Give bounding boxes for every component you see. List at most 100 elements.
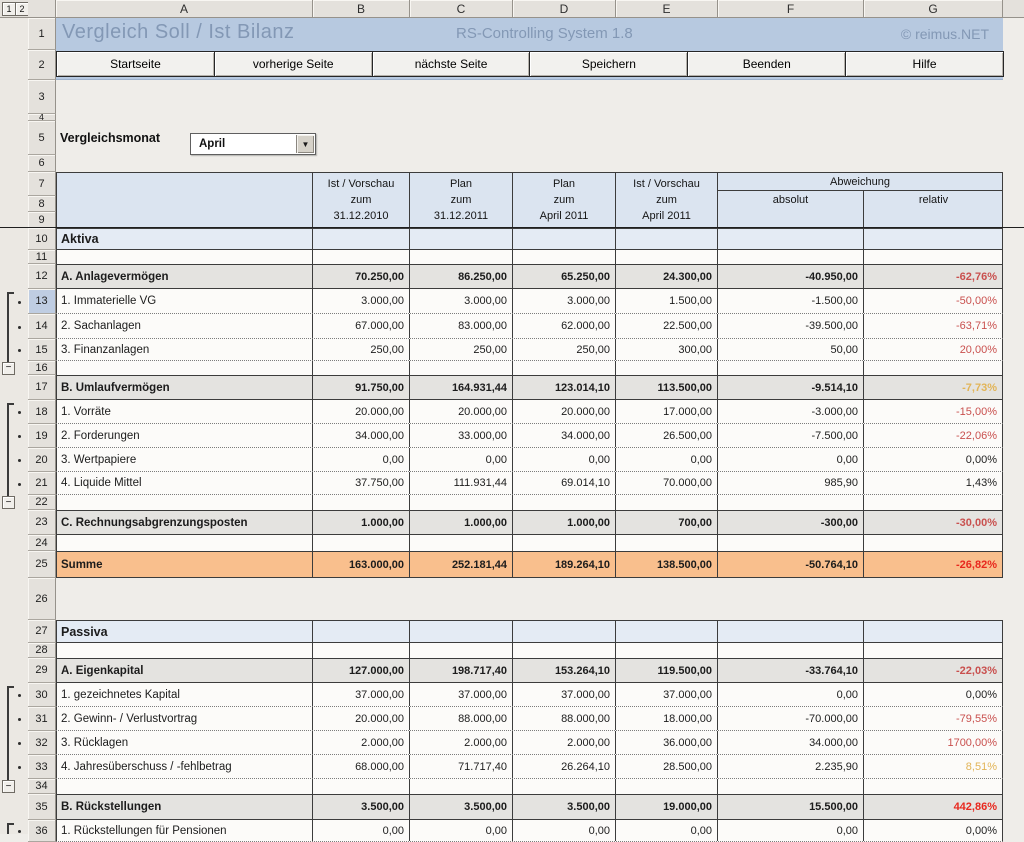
column-header-D[interactable]: D — [513, 0, 616, 17]
cell-C17[interactable]: 164.931,44 — [410, 376, 513, 399]
cell-G15[interactable]: 20,00% — [864, 339, 1003, 360]
cell-E24[interactable] — [616, 535, 718, 551]
cell-G30[interactable]: 0,00% — [864, 683, 1003, 706]
cell-F19[interactable]: -7.500,00 — [718, 424, 864, 447]
outline-row-dot[interactable] — [18, 411, 21, 414]
cell-F22[interactable] — [718, 495, 864, 510]
cell-A31[interactable]: 2. Gewinn- / Verlustvortrag — [56, 707, 313, 730]
startseite-button[interactable]: Startseite — [56, 51, 215, 77]
cell-G25[interactable]: -26,82% — [864, 552, 1003, 577]
cell-G19[interactable]: -22,06% — [864, 424, 1003, 447]
cell-B10[interactable] — [313, 229, 410, 249]
outline-collapse-button[interactable]: − — [2, 780, 15, 793]
cell-E32[interactable]: 36.000,00 — [616, 731, 718, 754]
row-header-21[interactable]: 21 — [28, 472, 56, 495]
cell-F10[interactable] — [718, 229, 864, 249]
outline-collapse-button[interactable]: − — [2, 361, 15, 375]
cell-C24[interactable] — [410, 535, 513, 551]
cell-B24[interactable] — [313, 535, 410, 551]
cell-A28[interactable] — [56, 643, 313, 658]
cell-A10[interactable]: Aktiva — [56, 229, 313, 249]
outline-collapse-button[interactable]: − — [2, 496, 15, 509]
outline-row-dot[interactable] — [18, 325, 21, 329]
outline-level-2-button[interactable]: 2 — [15, 2, 29, 16]
cell-C10[interactable] — [410, 229, 513, 249]
cell-D27[interactable] — [513, 621, 616, 642]
cell-C18[interactable]: 20.000,00 — [410, 400, 513, 423]
outline-row-dot[interactable] — [18, 718, 21, 721]
cell-F12[interactable]: -40.950,00 — [718, 265, 864, 288]
cell-D31[interactable]: 88.000,00 — [513, 707, 616, 730]
cell-B28[interactable] — [313, 643, 410, 658]
cell-A34[interactable] — [56, 779, 313, 794]
outline-row-dot[interactable] — [18, 766, 21, 769]
cell-C19[interactable]: 33.000,00 — [410, 424, 513, 447]
cell-E7[interactable]: Ist / Vorschau zum April 2011 — [616, 173, 718, 227]
cell-A17[interactable]: B. Umlaufvermögen — [56, 376, 313, 399]
cell-C32[interactable]: 2.000,00 — [410, 731, 513, 754]
cell-B36[interactable]: 0,00 — [313, 820, 410, 841]
cell-D16[interactable] — [513, 361, 616, 375]
cell-C7[interactable]: Plan zum 31.12.2011 — [410, 173, 513, 227]
cell-E11[interactable] — [616, 250, 718, 264]
cell-C21[interactable]: 111.931,44 — [410, 472, 513, 494]
outline-row-dot[interactable] — [18, 694, 21, 697]
cell-C33[interactable]: 71.717,40 — [410, 755, 513, 778]
cell-F23[interactable]: -300,00 — [718, 511, 864, 534]
month-dropdown[interactable]: April ▼ — [190, 133, 316, 155]
outline-row-dot[interactable] — [18, 482, 21, 486]
cell-D21[interactable]: 69.014,10 — [513, 472, 616, 494]
cell-F33[interactable]: 2.235,90 — [718, 755, 864, 778]
cell-D35[interactable]: 3.500,00 — [513, 795, 616, 819]
cell-C34[interactable] — [410, 779, 513, 794]
column-header-F[interactable]: F — [718, 0, 864, 17]
column-header-G[interactable]: G — [864, 0, 1003, 17]
cell-G24[interactable] — [864, 535, 1003, 551]
cell-D18[interactable]: 20.000,00 — [513, 400, 616, 423]
cell-E23[interactable]: 700,00 — [616, 511, 718, 534]
cell-F28[interactable] — [718, 643, 864, 658]
cell-A33[interactable]: 4. Jahresüberschuss / -fehlbetrag — [56, 755, 313, 778]
cell-A24[interactable] — [56, 535, 313, 551]
cell-B18[interactable]: 20.000,00 — [313, 400, 410, 423]
cell-E19[interactable]: 26.500,00 — [616, 424, 718, 447]
cell-F35[interactable]: 15.500,00 — [718, 795, 864, 819]
cell-C13[interactable]: 3.000,00 — [410, 289, 513, 313]
row-header-28[interactable]: 28 — [28, 643, 56, 658]
cell-E36[interactable]: 0,00 — [616, 820, 718, 841]
cell-C22[interactable] — [410, 495, 513, 510]
cell-F24[interactable] — [718, 535, 864, 551]
cell-A13[interactable]: 1. Immaterielle VG — [56, 289, 313, 313]
row-header-22[interactable]: 22 — [28, 495, 56, 510]
cell-A22[interactable] — [56, 495, 313, 510]
cell-G12[interactable]: -62,76% — [864, 265, 1003, 288]
cell-G21[interactable]: 1,43% — [864, 472, 1003, 494]
cell-E31[interactable]: 18.000,00 — [616, 707, 718, 730]
row-header-5[interactable]: 5 — [28, 121, 56, 155]
cell-A32[interactable]: 3. Rücklagen — [56, 731, 313, 754]
cell-A15[interactable]: 3. Finanzanlagen — [56, 339, 313, 360]
row-header-16[interactable]: 16 — [28, 361, 56, 375]
select-all-corner[interactable] — [28, 0, 56, 17]
row-header-19[interactable]: 19 — [28, 424, 56, 448]
row-header-12[interactable]: 12 — [28, 264, 56, 289]
vorherige-seite-button[interactable]: vorherige Seite — [213, 51, 373, 77]
cell-G10[interactable] — [864, 229, 1003, 249]
row-header-25[interactable]: 25 — [28, 551, 56, 578]
cell-C20[interactable]: 0,00 — [410, 448, 513, 471]
cell-D36[interactable]: 0,00 — [513, 820, 616, 841]
row-header-30[interactable]: 30 — [28, 683, 56, 707]
cell-A7[interactable] — [56, 173, 313, 227]
column-header-A[interactable]: A — [56, 0, 313, 17]
cell-A11[interactable] — [56, 250, 313, 264]
cell-C28[interactable] — [410, 643, 513, 658]
row-header-3[interactable]: 3 — [28, 80, 56, 114]
row-header-11[interactable]: 11 — [28, 250, 56, 264]
row-header-24[interactable]: 24 — [28, 535, 56, 551]
cell-E17[interactable]: 113.500,00 — [616, 376, 718, 399]
cell-D14[interactable]: 62.000,00 — [513, 314, 616, 338]
cell-G28[interactable] — [864, 643, 1003, 658]
cell-B29[interactable]: 127.000,00 — [313, 659, 410, 682]
row-header-20[interactable]: 20 — [28, 448, 56, 472]
cell-B15[interactable]: 250,00 — [313, 339, 410, 360]
